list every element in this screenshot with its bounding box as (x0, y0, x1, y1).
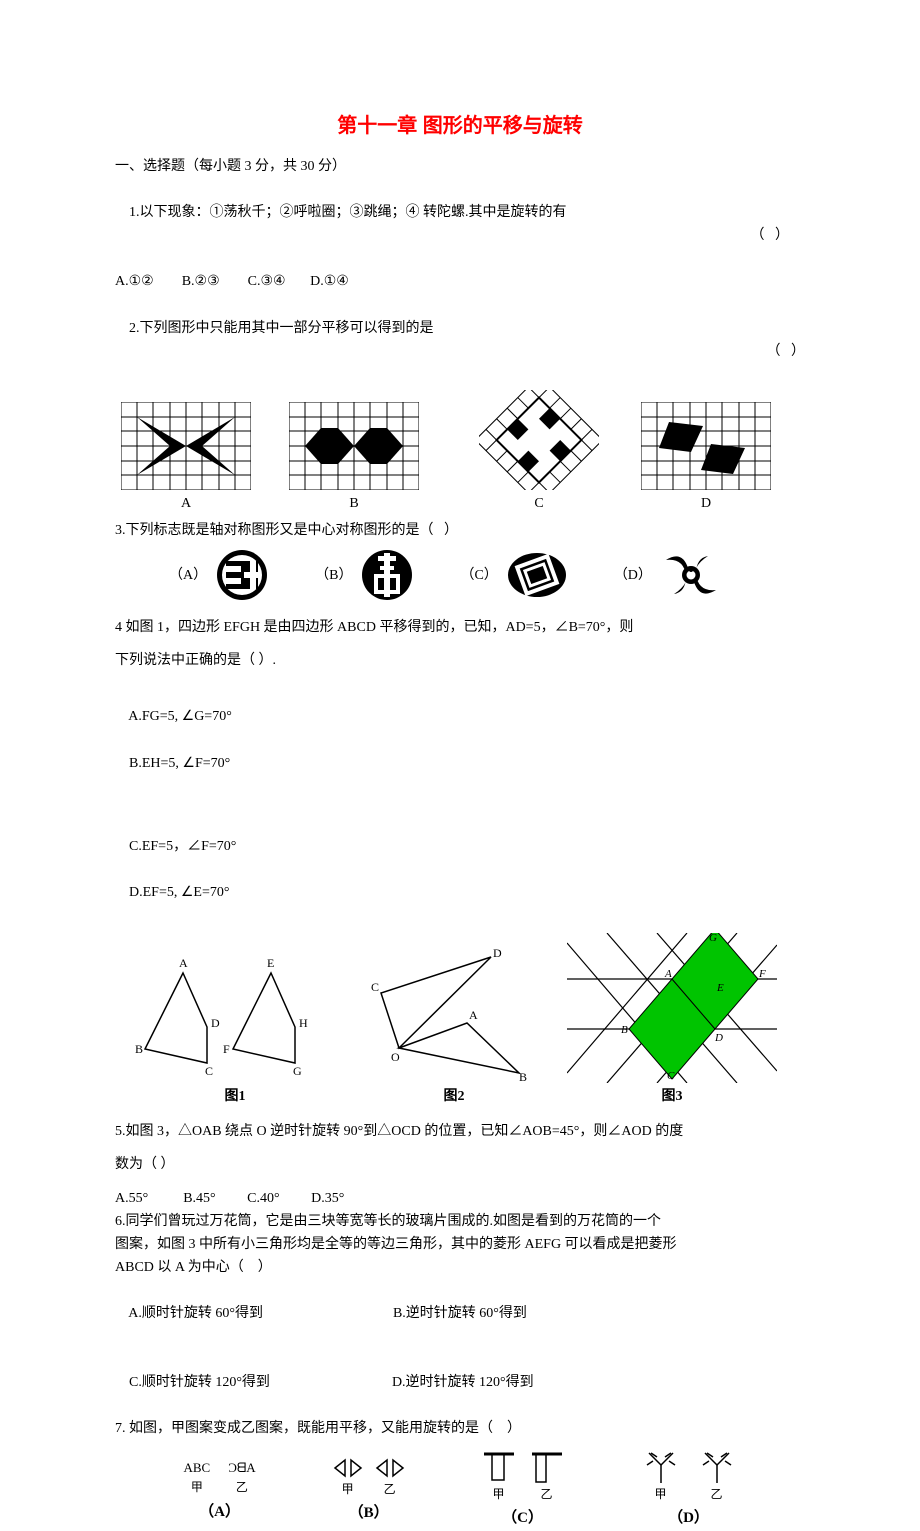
section-heading: 一、选择题（每小题 3 分，共 30 分） (115, 155, 805, 178)
q7c-jia-icon (482, 1451, 516, 1485)
q1-text: 1.以下现象：①荡秋千；②呼啦圈；③跳绳；④ 转陀螺.其中是旋转的有 (129, 205, 567, 220)
q2-label-a: A (181, 492, 191, 515)
q3-text: 3.下列标志既是轴对称图形又是中心对称图形的是（ ） (115, 519, 805, 542)
q4-line1: 4 如图 1，四边形 EFGH 是由四边形 ABCD 平移得到的，已知，AD=5… (115, 616, 805, 639)
svg-text:A: A (469, 1008, 478, 1022)
q2-label-c: C (534, 492, 543, 515)
q7d-jia-icon (641, 1451, 681, 1485)
q4-opts2: C.EF=5，∠F=70° D.EF=5, ∠E=70° (115, 812, 805, 927)
q7a-jia-label: 甲 (183, 1478, 210, 1498)
svg-text:C: C (667, 1070, 675, 1082)
svg-text:F: F (758, 968, 766, 980)
svg-text:E: E (716, 982, 724, 994)
svg-text:E: E (267, 956, 274, 970)
q6-opts1: A.顺时针旋转 60°得到 B.逆时针旋转 60°得到 (115, 1279, 805, 1348)
chapter-title: 第十一章 图形的平移与旋转 (115, 110, 805, 143)
q3-opt-b: （B） (315, 564, 352, 587)
q1-paren: （ ） (751, 224, 790, 247)
q7d-yi-icon (697, 1451, 737, 1485)
q3-opt-a: （A） (169, 564, 207, 587)
svg-text:O: O (391, 1050, 400, 1064)
fig1-caption: 图1 (225, 1085, 246, 1108)
svg-text:D: D (714, 1032, 723, 1044)
q3-opt-d: （D） (614, 564, 652, 587)
q6-opt-c: C.顺时针旋转 120°得到 (129, 1375, 270, 1390)
q3-opt-c: （C） (460, 564, 497, 587)
q6-l2: 图案，如图 3 中所有小三角形均是全等的等边三角形，其中的菱形 AEFG 可以看… (115, 1233, 805, 1256)
q7b-yi-label: 乙 (375, 1480, 405, 1500)
q2-figures: A B (115, 390, 805, 515)
svg-text:A: A (179, 956, 188, 970)
q1-options: A.①② B.②③ C.③④ D.①④ (115, 270, 805, 293)
q1-line: 1.以下现象：①荡秋千；②呼啦圈；③跳绳；④ 转陀螺.其中是旋转的有 （ ） (115, 178, 805, 270)
q3-logo-c (506, 551, 568, 599)
q5-line1: 5.如图 3，△OAB 绕点 O 逆时针旋转 90°到△OCD 的位置，已知∠A… (115, 1120, 805, 1143)
q2-fig-b (289, 402, 419, 490)
q6-l3: ABCD 以 A 为中心（ ） (115, 1256, 805, 1279)
figures-row: A B C D E F G H 图1 O (115, 933, 805, 1108)
figure-2: O A B C D (359, 943, 549, 1083)
q7-opt-b: （B） (349, 1501, 389, 1526)
svg-text:C: C (371, 980, 379, 994)
q3-options: （A） （B） （C） (115, 548, 805, 602)
q7-text: 7. 如图，甲图案变成乙图案，既能用平移，又能用旋转的是（ ） (115, 1417, 805, 1440)
q7a-yi-label: 乙 (228, 1478, 255, 1498)
fig3-caption: 图3 (662, 1085, 683, 1108)
svg-text:C: C (205, 1064, 213, 1078)
q6-opt-b: B.逆时针旋转 60°得到 (393, 1306, 527, 1321)
svg-text:A: A (664, 968, 672, 980)
q6-opt-a: A.顺时针旋转 60°得到 (128, 1306, 263, 1321)
svg-text:G: G (293, 1064, 302, 1078)
q7b-jia-icon (333, 1456, 363, 1480)
q3-logo-a (215, 548, 269, 602)
q4-opts1: A.FG=5, ∠G=70° B.EH=5, ∠F=70° (115, 682, 805, 797)
q7d-yi-label: 乙 (697, 1485, 737, 1505)
q5-options: A.55° B.45° C.40° D.35° (115, 1187, 805, 1210)
q4-opt-c: C.EF=5，∠F=70° (129, 839, 236, 854)
q2-text: 2.下列图形中只能用其中一部分平移可以得到的是 (129, 321, 434, 336)
q2-label-b: B (349, 492, 358, 515)
q4-opt-b: B.EH=5, ∠F=70° (129, 756, 230, 771)
q7b-yi-icon (375, 1456, 405, 1480)
svg-text:F: F (223, 1042, 230, 1056)
q2-label-d: D (701, 492, 711, 515)
fig2-caption: 图2 (444, 1085, 465, 1108)
q7-figures: ABC 甲 ƆᗺA 乙 （A） 甲 乙 (145, 1451, 775, 1531)
q5-line2: 数为（ ） (115, 1153, 805, 1176)
q4-opt-a: A.FG=5, ∠G=70° (128, 709, 232, 724)
q7-opt-a: （A） (199, 1500, 240, 1525)
q3-logo-d (660, 550, 722, 600)
q6-opts2: C.顺时针旋转 120°得到 D.逆时针旋转 120°得到 (115, 1348, 805, 1417)
figure-1: A B C D E F G H (135, 953, 335, 1083)
q7c-yi-icon (530, 1451, 564, 1485)
q3-logo-b (360, 548, 414, 602)
q7c-yi-label: 乙 (530, 1485, 564, 1505)
q2-fig-d (641, 402, 771, 490)
q2-paren: （ ） (767, 340, 806, 363)
svg-text:D: D (211, 1016, 220, 1030)
q4-line2: 下列说法中正确的是（ ）. (115, 649, 805, 672)
svg-text:G: G (709, 933, 717, 944)
svg-text:B: B (519, 1070, 527, 1083)
q2-fig-a (121, 402, 251, 490)
q4-opt-d: D.EF=5, ∠E=70° (129, 885, 229, 900)
figure-3: A B C D E F G (567, 933, 777, 1083)
q7b-jia-label: 甲 (333, 1480, 363, 1500)
document-page: 第十一章 图形的平移与旋转 一、选择题（每小题 3 分，共 30 分） 1.以下… (0, 0, 920, 1302)
q2-fig-c (479, 390, 599, 490)
q7c-jia-label: 甲 (482, 1485, 516, 1505)
q2-line: 2.下列图形中只能用其中一部分平移可以得到的是 （ ） (115, 294, 805, 386)
svg-text:B: B (135, 1042, 143, 1056)
q7-opt-d: （D） (668, 1506, 709, 1531)
q6-l1: 6.同学们曾玩过万花筒，它是由三块等宽等长的玻璃片围成的.如图是看到的万花筒的一… (115, 1210, 805, 1233)
svg-text:H: H (299, 1016, 308, 1030)
q7d-jia-label: 甲 (641, 1485, 681, 1505)
svg-text:D: D (493, 946, 502, 960)
q6-opt-d: D.逆时针旋转 120°得到 (392, 1375, 534, 1390)
q7a-jia-text: ABC (183, 1457, 210, 1478)
q7-opt-c: （C） (502, 1506, 543, 1531)
svg-text:B: B (621, 1024, 628, 1036)
q7a-yi-text: ƆᗺA (228, 1457, 255, 1478)
